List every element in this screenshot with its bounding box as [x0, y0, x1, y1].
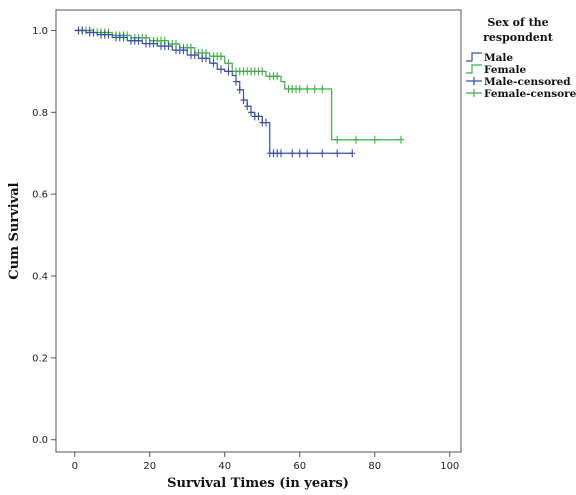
- male-censored-mark: [263, 118, 269, 127]
- female-censored-mark: [218, 52, 224, 61]
- legend: Sex of the respondent MaleFemaleMale-cen…: [466, 16, 576, 100]
- legend-label: Female-censored: [484, 88, 576, 100]
- female-censored-mark: [353, 135, 359, 144]
- legend-title-line-2: respondent: [483, 31, 554, 44]
- male-censored-mark: [278, 149, 284, 158]
- legend-swatch-cross: [466, 77, 482, 85]
- male-censored-mark: [218, 65, 224, 74]
- legend-label: Male: [484, 52, 513, 64]
- x-tick-label: 0: [72, 461, 78, 472]
- female-censored-mark: [274, 72, 281, 81]
- x-axis-ticks: 0 20 40 60 80 100: [72, 452, 459, 472]
- male-censored-mark: [203, 54, 209, 63]
- male-censored-mark: [150, 39, 157, 48]
- legend-label: Female: [484, 64, 526, 76]
- legend-swatch-line: [466, 52, 482, 62]
- female-censored-mark: [371, 135, 378, 144]
- x-tick-label: 40: [218, 461, 231, 472]
- male-censored-mark: [79, 26, 86, 35]
- female-censored-mark: [259, 67, 266, 76]
- x-tick-label: 60: [293, 461, 306, 472]
- female-censored-mark: [311, 84, 318, 93]
- male-censored-mark: [180, 46, 187, 55]
- y-tick-label: 1.0: [32, 26, 48, 37]
- legend-swatch-line: [466, 64, 482, 74]
- x-axis-title: Survival Times (in years): [167, 476, 349, 491]
- female-censored-mark: [319, 84, 326, 93]
- male-censored-marks: [75, 26, 356, 158]
- female-censored-mark: [398, 135, 404, 144]
- male-censored-mark: [90, 28, 97, 37]
- female-censored-mark: [188, 43, 194, 52]
- male-censored-mark: [120, 33, 127, 42]
- male-censored-mark: [319, 149, 326, 158]
- male-censored-mark: [240, 96, 247, 105]
- legend-label: Male-censored: [484, 76, 571, 88]
- male-censored-mark: [289, 149, 296, 158]
- male-censored-mark: [135, 36, 142, 45]
- female-censored-mark: [304, 84, 311, 93]
- legend-title-line-1: Sex of the: [487, 16, 548, 29]
- female-survival-line: [74, 29, 401, 141]
- series-layer: [74, 26, 404, 158]
- x-tick-label: 20: [143, 461, 156, 472]
- female-censored-mark: [334, 135, 341, 144]
- y-tick-label: 0.2: [32, 353, 48, 364]
- female-censored-mark: [225, 59, 232, 68]
- male-censored-mark: [304, 149, 311, 158]
- male-censored-mark: [191, 51, 198, 60]
- plot-frame: [55, 9, 462, 453]
- male-censored-mark: [105, 30, 112, 39]
- male-censored-mark: [334, 149, 341, 158]
- male-censored-mark: [248, 108, 254, 117]
- male-censored-mark: [349, 149, 356, 158]
- y-axis-title: Cum Survival: [7, 182, 22, 279]
- y-axis-ticks: 0.0 0.2 0.4 0.6 0.8 1.0: [32, 26, 56, 446]
- x-tick-label: 80: [368, 461, 381, 472]
- x-tick-label: 100: [440, 461, 459, 472]
- male-censored-mark: [244, 102, 251, 111]
- female-censored-mark: [296, 84, 303, 93]
- y-tick-label: 0.4: [32, 272, 48, 283]
- y-tick-label: 0.0: [32, 435, 48, 446]
- male-censored-mark: [296, 149, 303, 158]
- male-censored-mark: [225, 67, 232, 76]
- male-censored-mark: [236, 85, 243, 94]
- male-censored-mark: [165, 42, 172, 51]
- male-censored-mark: [210, 59, 217, 68]
- male-censored-mark: [255, 112, 262, 121]
- male-censored-mark: [233, 77, 239, 86]
- y-tick-label: 0.6: [32, 190, 48, 201]
- y-tick-label: 0.8: [32, 108, 48, 119]
- legend-swatch-cross: [466, 89, 482, 97]
